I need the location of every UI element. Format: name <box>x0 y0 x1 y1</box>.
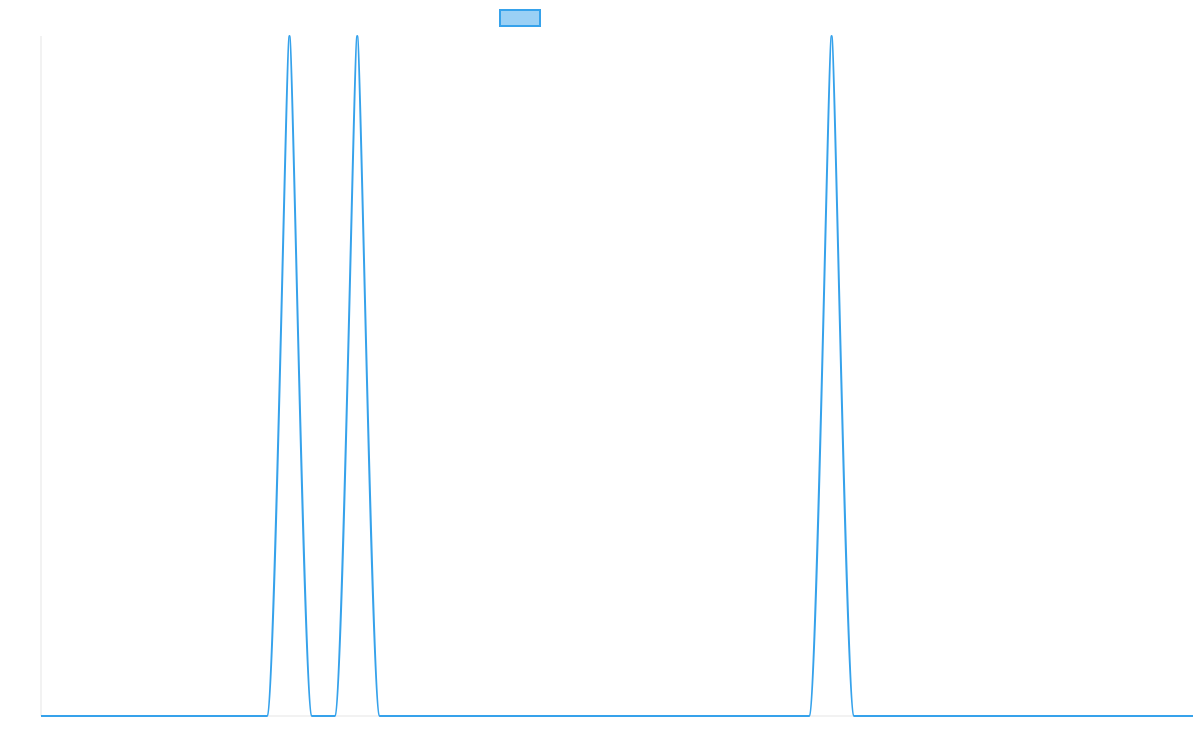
axes <box>40 36 1193 717</box>
legend[interactable] <box>499 9 541 27</box>
series-line-0 <box>41 35 1193 717</box>
legend-swatch[interactable] <box>499 9 541 27</box>
series-layer <box>41 35 1193 717</box>
